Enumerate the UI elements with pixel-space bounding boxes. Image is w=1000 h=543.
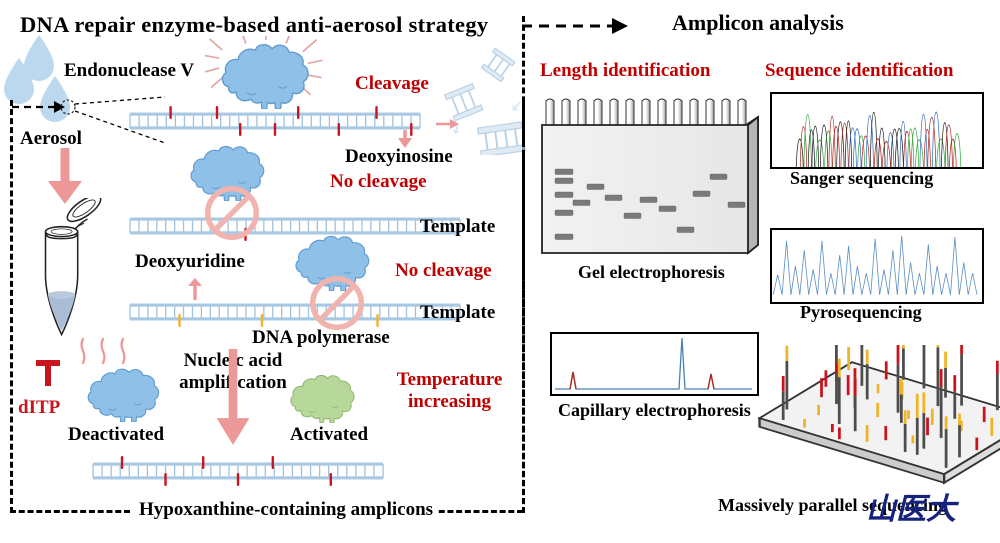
svg-text:山医大: 山医大	[866, 493, 960, 526]
